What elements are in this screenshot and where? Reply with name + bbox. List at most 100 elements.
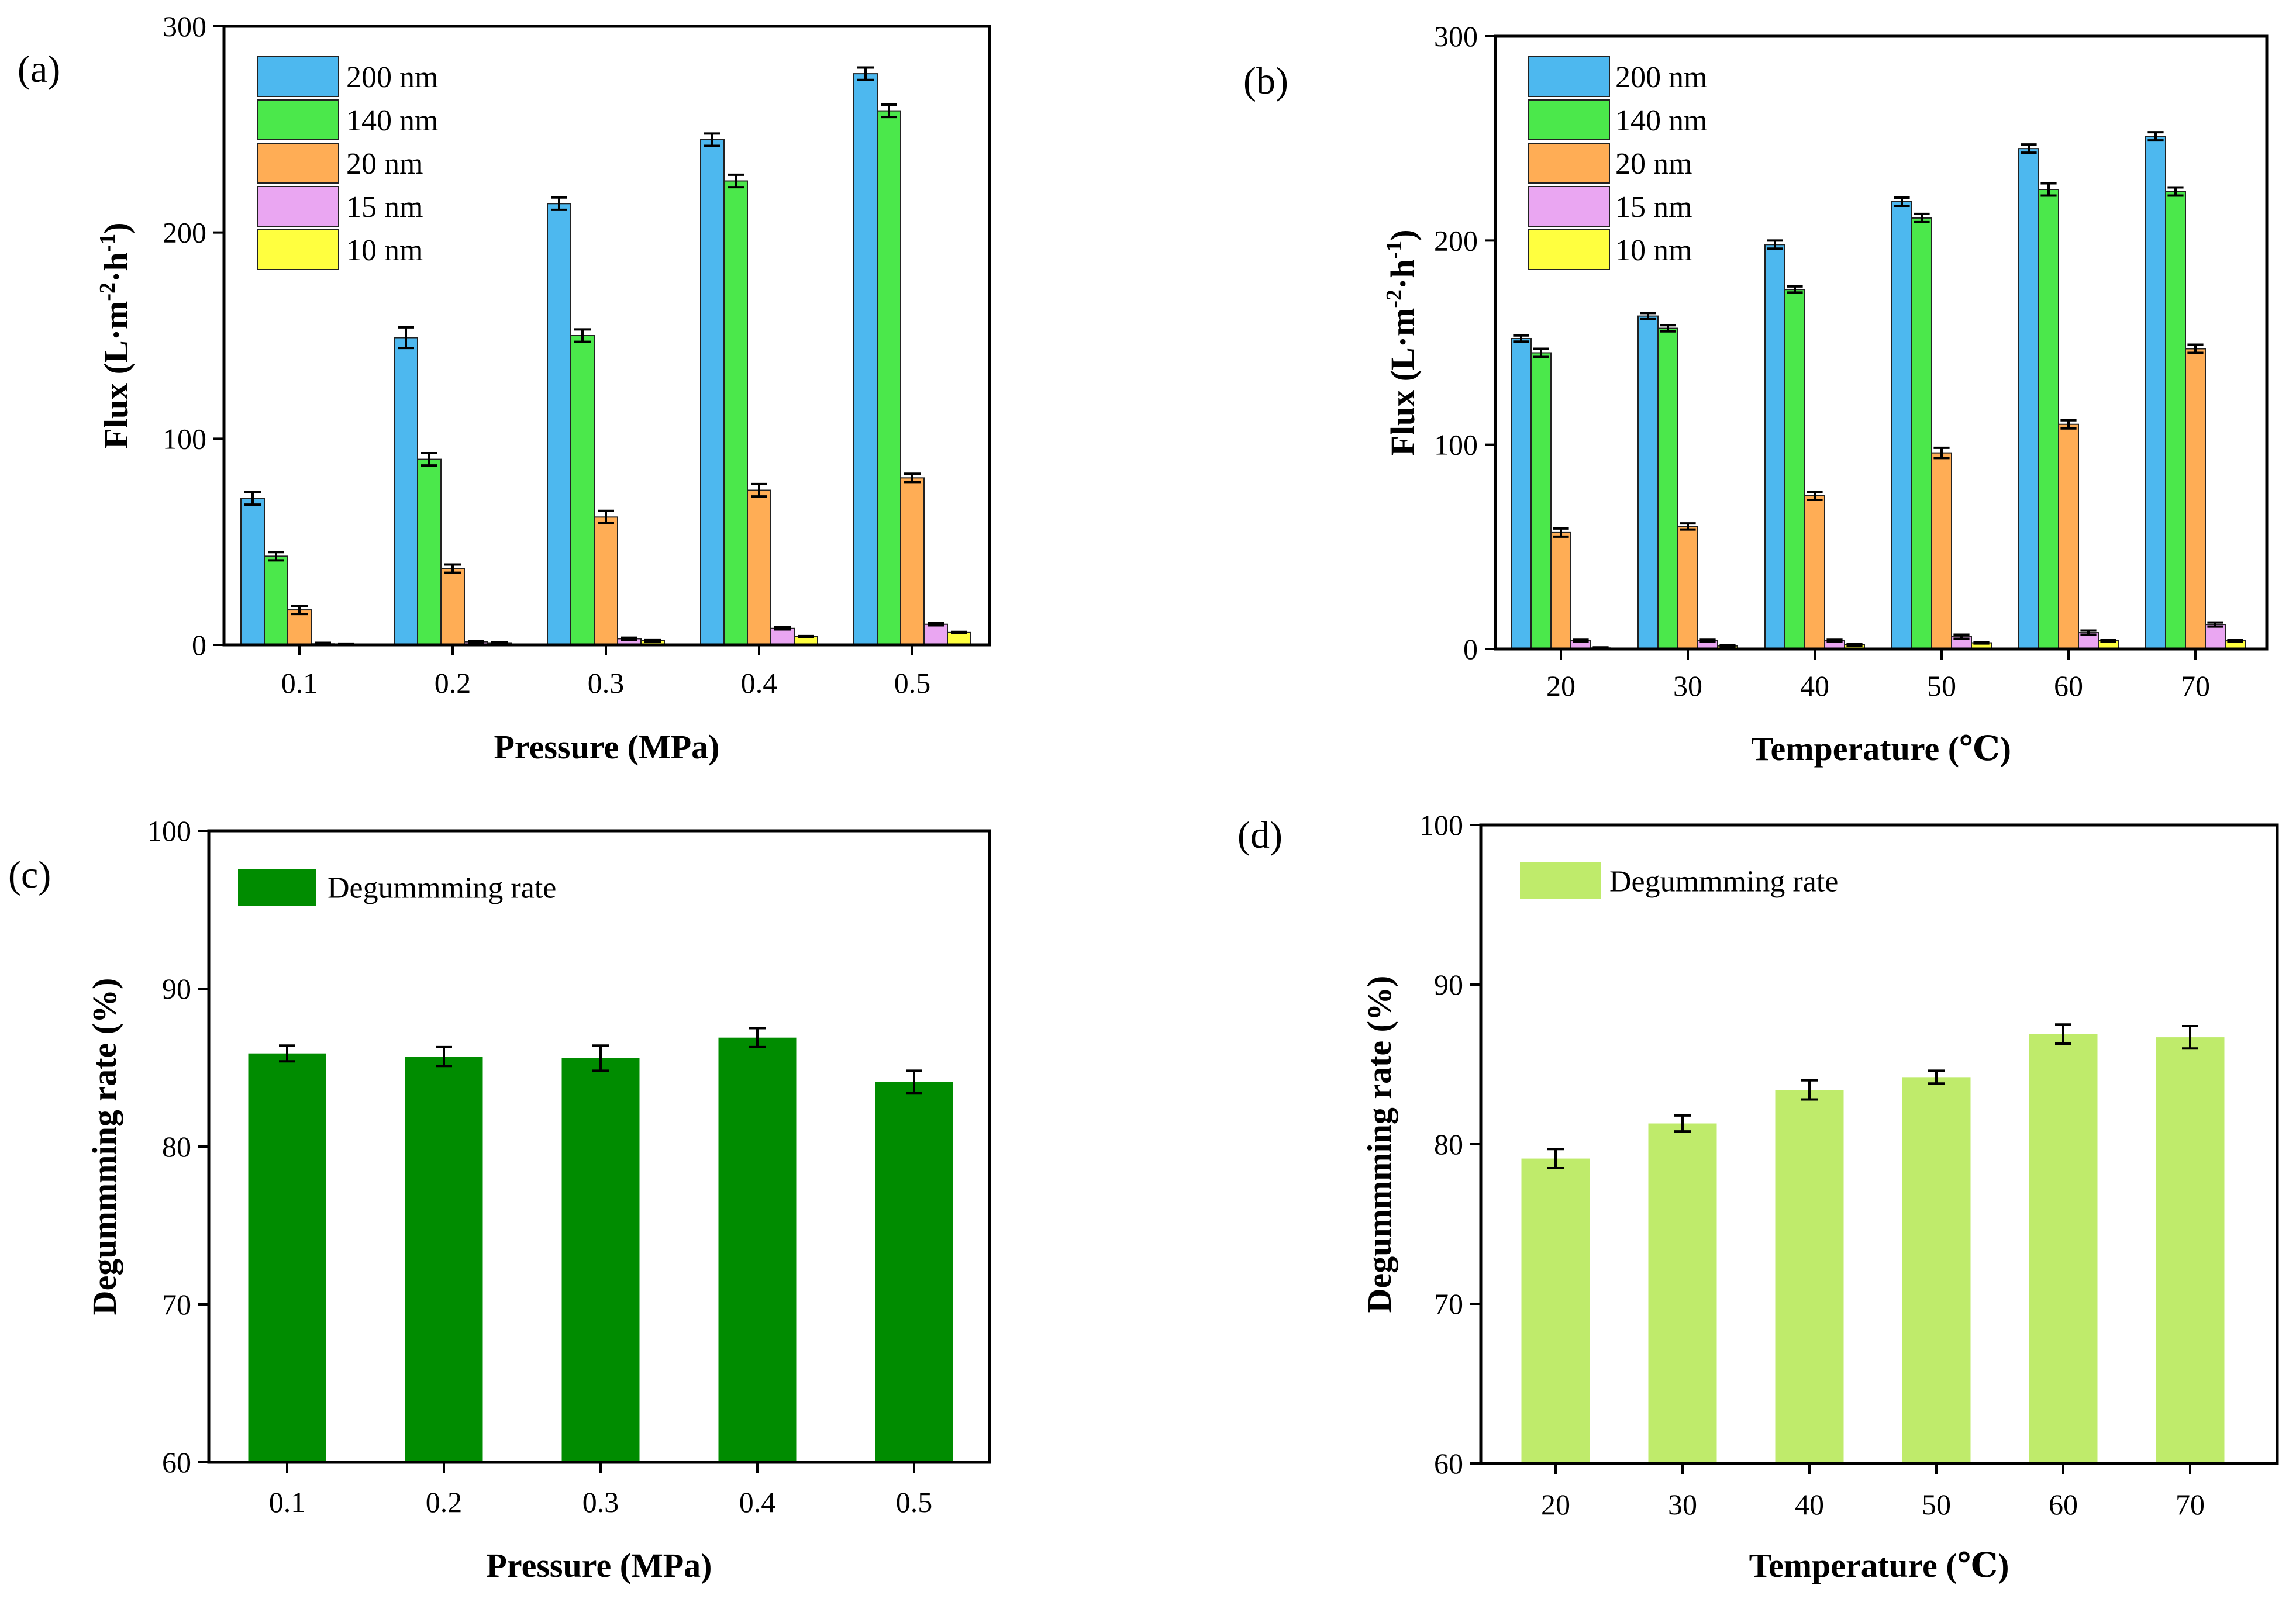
error-bar — [644, 638, 661, 643]
bar-140-nm-60 — [2038, 189, 2059, 650]
bar-degummming-rate-0.2 — [405, 1057, 483, 1462]
error-bar — [857, 66, 874, 81]
plot-frame — [1494, 34, 2269, 651]
y-axis-label-part: ·h — [1384, 259, 1422, 289]
error-bar — [1640, 312, 1656, 320]
legend-label: 10 nm — [1615, 234, 1692, 267]
error-bar — [621, 636, 637, 641]
legend-label: 20 nm — [346, 147, 423, 181]
legend-swatch-20-nm — [1528, 143, 1610, 184]
error-bar — [444, 563, 461, 574]
error-bar — [2227, 638, 2243, 643]
error-bar — [2060, 419, 2077, 430]
error-bar — [1767, 239, 1783, 250]
y-axis-label-part: Degummming rate (%) — [85, 978, 123, 1316]
bar-20-nm-30 — [1677, 526, 1698, 650]
legend-label: Degummming rate — [1609, 865, 1838, 899]
bar-20-nm-70 — [2185, 348, 2206, 650]
error-bar — [2207, 621, 2223, 628]
chart-panel-a: (a) 0.1 0.2 0.3 0.4 0.5 0 100 200 300 Pressure (MP… — [18, 10, 991, 766]
bar-degummming-rate-50 — [1902, 1077, 1971, 1463]
legend-swatch-degummming-rate — [1520, 862, 1601, 899]
error-bar — [751, 482, 767, 498]
y-tick-label: 0 — [192, 629, 206, 661]
error-bar — [279, 1044, 295, 1063]
y-axis-label: Flux (L·m-2·h-1) — [95, 222, 135, 448]
error-bar — [1513, 334, 1529, 343]
bar-140-nm-30 — [1657, 327, 1678, 650]
bar-200-nm-70 — [2145, 136, 2166, 650]
x-tick-label: 0.5 — [894, 667, 931, 699]
error-bar — [1553, 527, 1569, 538]
bar-degummming-rate-30 — [1648, 1123, 1717, 1463]
bar-200-nm-0.1 — [240, 498, 265, 646]
x-axis-label: Pressure (MPa) — [486, 1546, 712, 1584]
bar-degummming-rate-20 — [1521, 1158, 1590, 1463]
x-tick-label: 60 — [2049, 1488, 2078, 1521]
error-bar — [2100, 638, 2116, 643]
error-bar — [2080, 629, 2097, 636]
legend-swatch-200-nm — [1528, 56, 1610, 97]
y-axis-label: Flux (L·m-2·h-1) — [1382, 229, 1422, 455]
y-tick-label: 70 — [162, 1288, 191, 1321]
bar-20-nm-0.4 — [747, 489, 771, 645]
error-bar — [468, 639, 484, 644]
legend-label: 15 nm — [346, 191, 423, 224]
y-tick-label: 60 — [162, 1446, 191, 1479]
error-bar — [1928, 1069, 1945, 1085]
panel-label: (a) — [18, 48, 60, 91]
bar-degummming-rate-40 — [1775, 1090, 1844, 1463]
bar-140-nm-0.3 — [570, 335, 595, 645]
legend-label: 140 nm — [1615, 104, 1707, 137]
error-bar — [291, 604, 308, 616]
error-bar — [1801, 1079, 1818, 1101]
legend-swatch-140-nm — [1528, 99, 1610, 140]
x-axis-label: Pressure (MPa) — [494, 728, 719, 766]
bar-20-nm-50 — [1931, 452, 1952, 650]
error-bar — [1933, 446, 1950, 460]
legend-swatch-140-nm — [257, 99, 339, 140]
x-tick-label: 0.4 — [741, 667, 778, 699]
error-bar — [1719, 644, 1736, 648]
y-tick-label: 80 — [162, 1130, 191, 1163]
bar-20-nm-20 — [1550, 531, 1571, 650]
y-tick-label: 300 — [1434, 20, 1478, 53]
error-bar — [928, 622, 944, 627]
x-tick-label: 50 — [1922, 1488, 1951, 1521]
bar-20-nm-0.3 — [594, 516, 618, 646]
error-bar — [1680, 522, 1696, 531]
y-tick-label: 200 — [163, 216, 206, 249]
x-tick-label: 0.1 — [281, 667, 318, 699]
error-bar — [1914, 212, 1930, 223]
error-bar — [1894, 196, 1910, 207]
plot-frame — [222, 25, 991, 647]
x-axis-label: Temperature (℃) — [1751, 730, 2011, 768]
error-bar — [1573, 638, 1589, 643]
bar-degummming-rate-0.1 — [248, 1053, 326, 1462]
bar-degummming-rate-0.5 — [875, 1082, 953, 1462]
y-tick-label: 100 — [163, 422, 206, 455]
error-bar — [1807, 491, 1823, 501]
chart-panel-c: (c) 0.1 0.2 0.3 0.4 0.5 60 70 80 90 100 Pressure (M… — [8, 814, 991, 1584]
x-tick-label: 30 — [1673, 669, 1702, 702]
y-axis-label-superscript: -1 — [95, 234, 120, 253]
bar-degummming-rate-60 — [2029, 1034, 2098, 1463]
chart-panel-d: (d) 20 30 40 50 60 70 60 70 80 90 100 Temperature (℃… — [1237, 809, 2279, 1584]
bar-140-nm-40 — [1784, 289, 1805, 650]
bar-15-nm-0.4 — [770, 627, 795, 645]
legend-swatch-20-nm — [257, 143, 339, 184]
error-bar — [598, 509, 614, 524]
error-bar — [491, 641, 508, 645]
legend-swatch-15-nm — [1528, 186, 1610, 227]
bar-200-nm-0.3 — [547, 203, 571, 645]
error-bar — [2147, 131, 2164, 142]
x-tick-label: 70 — [2176, 1488, 2205, 1521]
y-axis-label-superscript: -1 — [1382, 241, 1406, 260]
y-tick-label: 90 — [162, 972, 191, 1005]
panel-label: (c) — [8, 854, 51, 896]
bar-200-nm-20 — [1511, 338, 1532, 650]
error-bar — [2167, 186, 2184, 197]
error-bar — [798, 634, 814, 638]
error-bar — [1787, 285, 1803, 294]
